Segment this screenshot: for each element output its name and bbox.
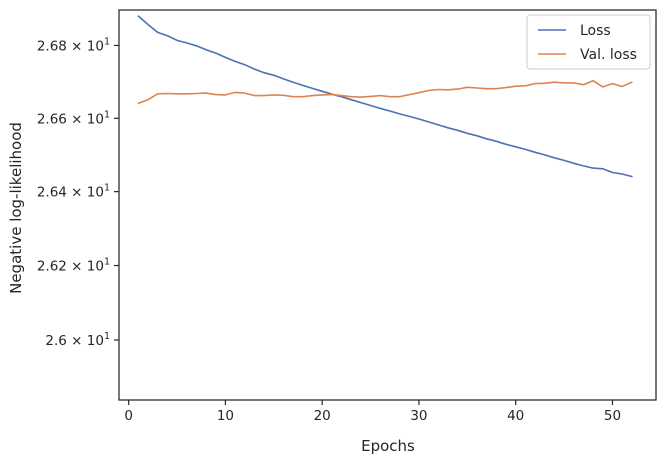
series-line-loss xyxy=(137,15,633,178)
plot-frame xyxy=(118,9,657,401)
legend: Loss Val. loss xyxy=(526,14,651,70)
x-tick-label: 50 xyxy=(604,408,621,424)
y-tick-label: 2.66 × 101 xyxy=(37,109,110,127)
y-tick-label: 2.68 × 101 xyxy=(37,36,110,54)
y-tick-label: 2.64 × 101 xyxy=(37,183,110,201)
x-tick-label: 30 xyxy=(410,408,427,424)
legend-label-loss: Loss xyxy=(580,23,611,39)
x-tick-label: 10 xyxy=(217,408,234,424)
x-tick-label: 0 xyxy=(124,408,133,424)
x-tick-label: 40 xyxy=(507,408,524,424)
y-axis-label: Negative log-likelihood xyxy=(7,122,25,294)
y-tick-label: 2.62 × 101 xyxy=(37,257,110,275)
y-tick-label: 2.6 × 101 xyxy=(45,331,110,349)
legend-label-val-loss: Val. loss xyxy=(580,47,637,63)
legend-box xyxy=(526,14,651,70)
x-axis-label: Epochs xyxy=(361,437,415,455)
series-layer xyxy=(137,15,633,178)
ticks-layer: 0 10 20 30 40 50 2.6 × 101 2.62 × 101 2.64 × 101… xyxy=(37,36,621,424)
series-line-val-loss xyxy=(137,79,633,105)
x-tick-label: 20 xyxy=(314,408,331,424)
